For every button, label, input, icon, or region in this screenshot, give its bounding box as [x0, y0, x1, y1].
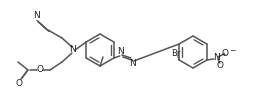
Text: O: O	[36, 65, 43, 74]
Text: +: +	[221, 53, 226, 57]
Text: O: O	[16, 78, 23, 87]
Text: N: N	[69, 44, 75, 53]
Text: N: N	[32, 11, 39, 21]
Text: O: O	[221, 49, 228, 57]
Text: Br: Br	[171, 49, 181, 59]
Text: N: N	[118, 48, 124, 57]
Text: −: −	[229, 46, 235, 55]
Text: N: N	[129, 59, 136, 68]
Text: O: O	[216, 61, 223, 70]
Text: N: N	[213, 53, 220, 63]
